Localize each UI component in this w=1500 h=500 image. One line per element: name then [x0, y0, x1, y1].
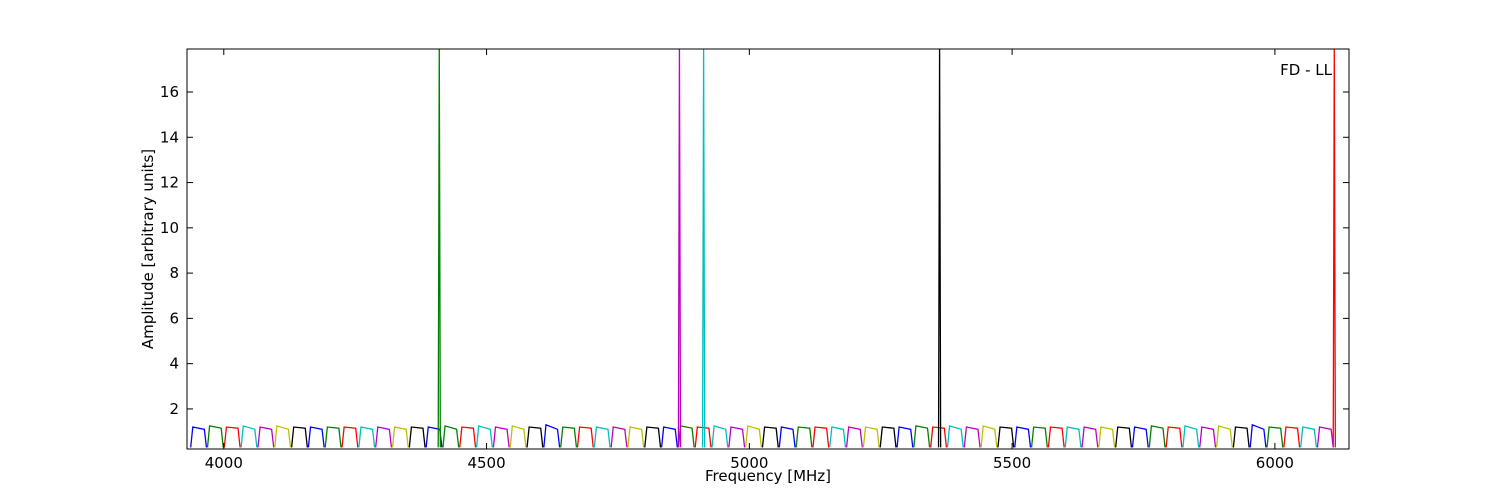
spectrum-line: [206, 49, 1284, 448]
spectrum-line: [274, 425, 1233, 448]
x-tick-label: 6000: [1256, 454, 1294, 472]
annotation: FD - LL: [1280, 61, 1332, 79]
y-tick-label: 14: [160, 128, 179, 146]
spectrum-line: [223, 49, 1336, 448]
y-tick-label: 10: [160, 219, 179, 237]
spectrum-line: [290, 49, 1250, 448]
x-tick-label: 4000: [205, 454, 243, 472]
y-axis-label: Amplitude [arbitrary units]: [139, 149, 157, 349]
x-tick-label: 5500: [993, 454, 1031, 472]
y-tick-label: 6: [169, 309, 179, 327]
x-axis-label: Frequency [MHz]: [705, 467, 831, 485]
plot-frame: [186, 48, 1350, 450]
y-tick-label: 12: [160, 174, 179, 192]
spectrum-line: [257, 49, 1334, 448]
y-tick-label: 8: [169, 264, 179, 282]
y-tick-label: 4: [169, 355, 179, 373]
spectrum-line: [240, 49, 1318, 448]
y-tick-label: 2: [169, 400, 179, 418]
x-tick-label: 5000: [730, 454, 768, 472]
y-tick-label: 16: [160, 83, 179, 101]
x-tick-label: 4500: [467, 454, 505, 472]
plot-area: [190, 49, 1336, 448]
spectrum-line: [190, 423, 1267, 448]
